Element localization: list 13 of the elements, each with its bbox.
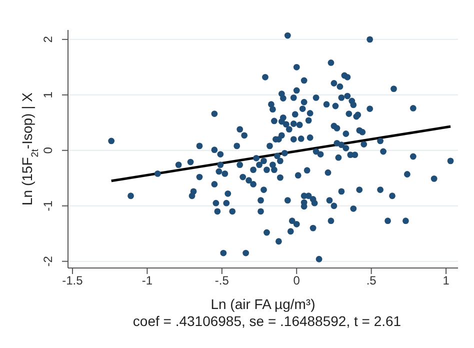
x-axis-title: Ln (air FA µg/m³) xyxy=(210,296,316,312)
y-tick-label: -2 xyxy=(41,256,55,267)
x-tick-label: 1 xyxy=(442,274,450,288)
y-tick-label: -1 xyxy=(41,200,55,212)
x-tick-label: 0 xyxy=(293,274,300,288)
x-tick-label: .5 xyxy=(366,274,377,288)
text: coef = .43106985, se = .16488592, t = 2.61 xyxy=(132,313,402,329)
y-tick-label: 2 xyxy=(41,36,55,43)
x-tick-label: -1.5 xyxy=(62,274,84,288)
y-tick-label: 1 xyxy=(41,91,55,98)
x-tick-label: -1 xyxy=(142,274,153,288)
x-tick-label: -.5 xyxy=(214,274,230,288)
y-tick-label: 0 xyxy=(41,146,55,154)
